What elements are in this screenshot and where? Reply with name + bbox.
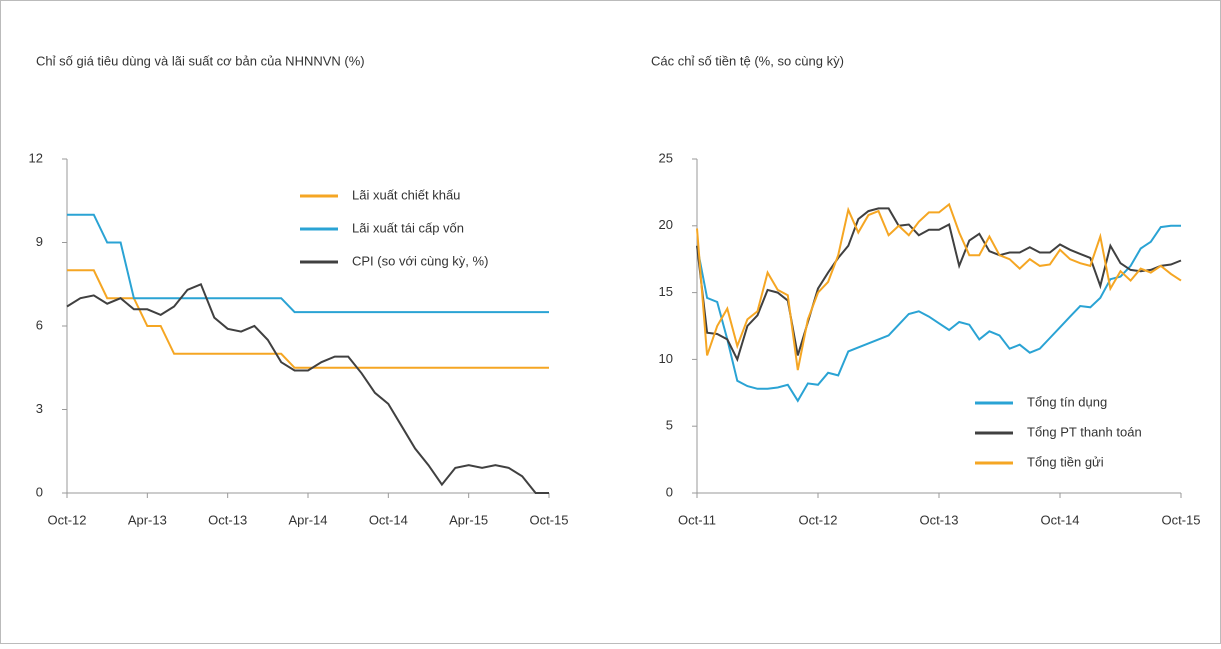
y-tick-label: 0 [36, 484, 43, 499]
y-tick-label: 20 [659, 217, 673, 232]
chart-title: Các chỉ số tiền tệ (%, so cùng kỳ) [651, 53, 844, 68]
y-tick-label: 0 [666, 484, 673, 499]
series-line [696, 207, 1182, 363]
x-tick-label: Oct-15 [529, 512, 568, 527]
y-tick-label: 9 [36, 234, 43, 249]
x-tick-label: Oct-14 [1040, 512, 1079, 527]
series-line [67, 213, 549, 314]
legend-label: Tổng tiền gửi [1027, 454, 1104, 469]
y-tick-label: 5 [666, 418, 673, 433]
x-tick-label: Apr-14 [288, 512, 327, 527]
legend-label: Tổng PT thanh toán [1027, 424, 1142, 439]
series-line [66, 282, 549, 494]
legend-label: Lãi xuất tái cấp vốn [352, 220, 464, 235]
y-tick-label: 15 [659, 284, 673, 299]
x-tick-label: Oct-15 [1161, 512, 1200, 527]
legend-label: CPI (so với cùng kỳ, %) [352, 253, 488, 268]
series-line [696, 202, 1182, 371]
legend-label: Lãi xuất chiết khấu [352, 187, 460, 202]
chart-title: Chỉ số giá tiêu dùng và lãi suất cơ bản … [36, 53, 365, 68]
y-tick-label: 6 [36, 317, 43, 332]
x-tick-label: Oct-12 [798, 512, 837, 527]
x-tick-label: Apr-13 [128, 512, 167, 527]
y-tick-label: 25 [659, 150, 673, 165]
x-tick-label: Oct-12 [47, 512, 86, 527]
series-line [696, 224, 1181, 403]
x-tick-label: Oct-11 [678, 512, 716, 527]
series-line [67, 269, 549, 369]
y-tick-label: 10 [659, 351, 673, 366]
legend-label: Tổng tín dụng [1027, 394, 1107, 409]
y-tick-label: 12 [29, 150, 43, 165]
x-tick-label: Oct-13 [919, 512, 958, 527]
y-tick-label: 3 [36, 401, 43, 416]
x-tick-label: Apr-15 [449, 512, 488, 527]
x-tick-label: Oct-14 [369, 512, 408, 527]
x-tick-label: Oct-13 [208, 512, 247, 527]
